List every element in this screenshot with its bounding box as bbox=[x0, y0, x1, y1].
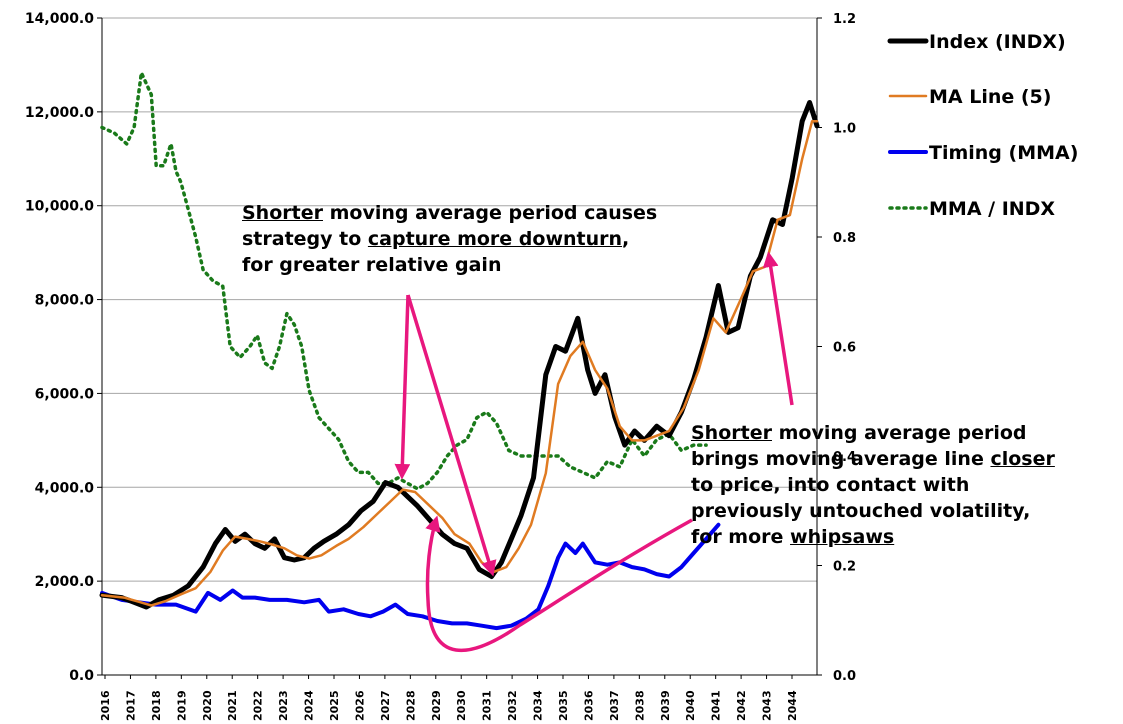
arrow-to-2032 bbox=[406, 294, 497, 577]
annotation-line: to price, into contact with bbox=[691, 472, 1055, 498]
y-tick-label: 12,000.0 bbox=[25, 105, 94, 121]
x-tick-label: 2023 bbox=[277, 690, 290, 721]
x-tick-label: 2034 bbox=[532, 690, 545, 721]
annotation-line: brings moving average line closer bbox=[691, 446, 1055, 472]
legend-label: Timing (MMA) bbox=[929, 142, 1078, 164]
x-tick-label: 2026 bbox=[353, 690, 366, 721]
curve-arrow-whipsaw bbox=[425, 515, 693, 653]
annotation-line: Shorter moving average period bbox=[691, 420, 1055, 446]
x-tick-label: 2043 bbox=[761, 690, 774, 721]
annotation-text: previously untouched volatility, bbox=[691, 500, 1031, 522]
x-tick-label: 2017 bbox=[124, 690, 137, 721]
arrow-to-2043 bbox=[762, 251, 794, 406]
annotation-text: moving average period causes bbox=[322, 202, 658, 224]
y-tick-label: 2,000.0 bbox=[35, 574, 95, 590]
x-tick-label: 2028 bbox=[404, 690, 417, 721]
x-axis: 2016 2017 2018 2019 2020 2021 2022 2023 2024 2025… bbox=[99, 674, 817, 721]
annotation-emphasis: closer bbox=[990, 448, 1055, 470]
legend-label: MA Line (5) bbox=[929, 86, 1051, 108]
annotation-emphasis: Shorter bbox=[691, 422, 772, 444]
x-tick-label: 2030 bbox=[455, 690, 468, 721]
y-tick-label: 14,000.0 bbox=[25, 11, 94, 27]
x-tick-label: 2040 bbox=[684, 690, 697, 721]
x-tick-label: 2039 bbox=[659, 690, 672, 721]
y2-tick-label: 0.2 bbox=[833, 560, 856, 575]
gridlines bbox=[102, 17, 817, 676]
legend-label: MMA / INDX bbox=[929, 198, 1055, 220]
annotation-text: for greater relative gain bbox=[242, 254, 502, 276]
x-tick-label: 2019 bbox=[175, 690, 188, 721]
x-tick-label: 2022 bbox=[252, 690, 265, 721]
x-tick-label: 2016 bbox=[99, 690, 112, 721]
y-tick-label: 4,000.0 bbox=[35, 480, 95, 496]
x-tick-label: 2038 bbox=[633, 690, 646, 721]
annotation-text: brings moving average line bbox=[691, 448, 991, 470]
annotation-text: , bbox=[622, 228, 630, 250]
series-line bbox=[100, 119, 819, 607]
series-line bbox=[100, 522, 721, 631]
x-tick-label: 2018 bbox=[150, 690, 163, 721]
series-layer bbox=[99, 71, 820, 631]
x-tick-label: 2024 bbox=[303, 690, 316, 721]
x-tick-label: 2041 bbox=[710, 690, 723, 721]
x-tick-label: 2031 bbox=[481, 690, 494, 721]
series-line bbox=[100, 71, 708, 491]
annotation-emphasis: whipsaws bbox=[790, 526, 895, 548]
annotation-emphasis: capture more downturn bbox=[367, 228, 623, 250]
annotation-top: Shorter moving average period causes stra… bbox=[242, 200, 657, 278]
x-tick-label: 2037 bbox=[608, 690, 621, 721]
x-tick-label: 2032 bbox=[506, 690, 519, 721]
annotation-arrows bbox=[394, 251, 794, 653]
annotation-text: moving average period bbox=[771, 422, 1027, 444]
y2-tick-label: 0.6 bbox=[833, 341, 856, 356]
x-tick-label: 2027 bbox=[379, 690, 392, 721]
annotation-line: for greater relative gain bbox=[242, 252, 657, 278]
y2-tick-label: 0.8 bbox=[833, 231, 856, 246]
x-tick-label: 2035 bbox=[557, 690, 570, 721]
x-tick-label: 2044 bbox=[786, 690, 799, 721]
y2-tick-label: 1.0 bbox=[833, 122, 856, 137]
annotation-text: for more bbox=[691, 526, 791, 548]
y2-tick-label: 1.2 bbox=[833, 12, 856, 27]
plot-area bbox=[102, 18, 817, 675]
left-y-axis: 0.0 2,000.0 4,000.0 6,000.0 8,000.0 10,000.0 1… bbox=[25, 11, 103, 684]
x-tick-label: 2021 bbox=[226, 690, 239, 721]
annotation-line: for more whipsaws bbox=[691, 524, 1055, 550]
x-tick-label: 2020 bbox=[201, 690, 214, 721]
annotation-line: previously untouched volatility, bbox=[691, 498, 1055, 524]
y-tick-label: 10,000.0 bbox=[25, 199, 94, 215]
x-tick-label: 2036 bbox=[582, 690, 595, 721]
x-tick-label: 2029 bbox=[430, 690, 443, 721]
legend: Index (INDX) MA Line (5) Timing (MMA) MMA /… bbox=[887, 31, 1078, 220]
annotation-emphasis: Shorter bbox=[242, 202, 323, 224]
arrow-to-2028 bbox=[394, 294, 411, 480]
annotation-line: Shorter moving average period causes bbox=[242, 200, 657, 226]
y2-tick-label: 0.4 bbox=[833, 450, 856, 465]
y-tick-label: 6,000.0 bbox=[35, 386, 95, 402]
x-tick-label: 2042 bbox=[735, 690, 748, 721]
legend-label: Index (INDX) bbox=[929, 31, 1066, 53]
y-tick-label: 0.0 bbox=[69, 668, 94, 684]
right-y-axis: 0.0 0.2 0.4 0.6 0.8 1.0 1.2 bbox=[816, 12, 856, 684]
x-tick-label: 2025 bbox=[328, 690, 341, 721]
annotation-right: Shorter moving average period brings movi… bbox=[691, 420, 1055, 550]
annotation-text: to price, into contact with bbox=[691, 474, 970, 496]
y2-tick-label: 0.0 bbox=[833, 669, 856, 684]
annotation-line: strategy to capture more downturn, bbox=[242, 226, 657, 252]
annotation-text: strategy to bbox=[242, 228, 368, 250]
y-tick-label: 8,000.0 bbox=[35, 293, 95, 309]
